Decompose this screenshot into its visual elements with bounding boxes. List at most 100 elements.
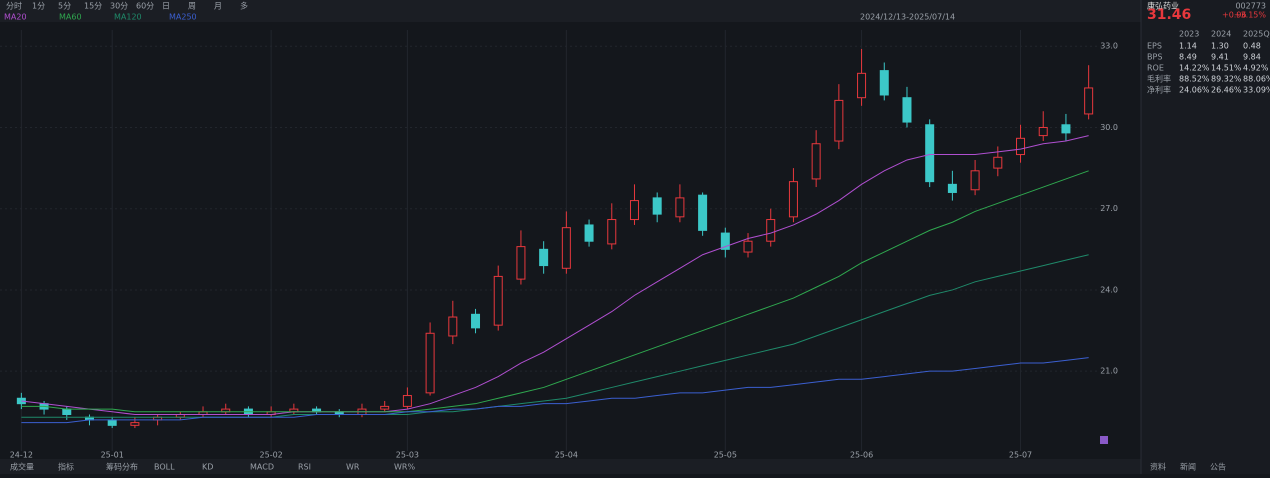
table-cell: 9.84 [1243,53,1261,62]
ma-line [21,135,1089,416]
candle-body [675,197,685,218]
table-cell: 毛利率 [1147,74,1171,84]
y-tick-label: 27.0 [1100,204,1118,213]
candle-body [425,332,435,394]
toolbar-button[interactable]: 60分 [136,2,154,11]
candle-body [766,219,776,242]
x-tick-label: 25-01 [101,451,124,460]
candle-body [584,224,594,242]
candle-body [1016,137,1026,156]
table-cell: 8.49 [1179,53,1197,62]
price: 31.46 [1147,7,1191,23]
ma-line [21,357,1089,424]
candle-body [811,143,821,180]
x-tick-label: 25-07 [1009,451,1032,460]
bottom-tab[interactable]: 指标 [58,462,74,472]
ma-line [21,170,1089,413]
table-cell: 1.30 [1211,42,1229,51]
candle-body [107,419,117,426]
table-cell: 26.46% [1211,86,1242,95]
legend-entry: MA20 [4,13,27,22]
candle-body [902,97,912,123]
candle-body [1061,124,1071,134]
candle-body [788,181,798,218]
table-cell: EPS [1147,42,1162,51]
toolbar-button[interactable]: 1分 [32,2,45,11]
x-tick-label: 25-04 [555,451,578,460]
bottom-tab[interactable]: KD [202,463,213,472]
candle-body [993,156,1003,169]
y-tick-label: 24.0 [1100,285,1118,294]
x-tick-label: 25-02 [260,451,283,460]
legend-entry: MA250 [169,13,197,22]
x-tick-label: 25-05 [714,451,737,460]
candle-body [970,170,980,191]
change: +0.96 [1222,11,1247,20]
candle-body [879,70,889,96]
table-cell: 33.09% [1243,86,1270,95]
candle-body [607,219,617,245]
pct: +3.15% [1234,11,1267,20]
candle-body [402,395,412,407]
table-cell: 88.06% [1243,75,1270,84]
table-header: 2025Q1 [1243,30,1270,39]
bottom-tab[interactable]: BOLL [154,463,175,472]
candle-body [1084,87,1094,115]
bottom-tab[interactable]: MACD [250,463,274,472]
candle-body [857,72,867,99]
candle-body [834,99,844,142]
toolbar-bg [0,0,1141,22]
bottom-tab[interactable]: 筹码分布 [106,462,138,472]
table-header: 2023 [1179,30,1199,39]
table-cell: 0.48 [1243,42,1261,51]
toolbar-button[interactable]: 分时 [6,1,22,11]
table-cell: 4.92% [1243,64,1269,73]
panel-tab[interactable]: 资料 [1150,462,1166,472]
toolbar-button[interactable]: 5分 [58,2,71,11]
y-tick-label: 21.0 [1100,367,1118,376]
table-cell: 1.14 [1179,42,1197,51]
candle-body [1038,126,1048,137]
x-tick-label: 25-03 [396,451,419,460]
bottom-tab[interactable]: RSI [298,463,311,472]
stock-name: 康弘药业 [1147,1,1179,11]
candle-body [516,246,526,280]
toolbar-button[interactable]: 15分 [84,2,102,11]
side-panel [1141,0,1270,474]
panel-tab[interactable]: 公告 [1210,462,1226,472]
bottom-tab[interactable]: 成交量 [10,462,34,472]
table-cell: 89.32% [1211,75,1242,84]
panel-tab[interactable]: 新闻 [1180,462,1196,472]
bottom-tab[interactable]: WR [346,463,360,472]
candle-body [698,194,708,231]
toolbar-button[interactable]: 日 [162,2,170,11]
bottom-tab[interactable]: WR% [394,463,415,472]
marker [1100,436,1108,444]
candle-body [380,405,390,410]
toolbar-button[interactable]: 月 [214,2,222,11]
tabs-bg [0,459,1141,474]
candle-body [539,248,549,267]
candle-body [561,227,571,269]
toolbar-button[interactable]: 周 [188,2,196,11]
y-tick-label: 33.0 [1100,42,1118,51]
table-cell: BPS [1147,53,1162,62]
candle-body [471,313,481,329]
table-cell: 14.22% [1179,64,1210,73]
candle-body [652,197,662,215]
candle-body [493,275,503,326]
legend-entry: MA120 [114,13,142,22]
candle-body [720,232,730,250]
table-cell: 14.51% [1211,64,1242,73]
table-cell: 88.52% [1179,75,1210,84]
legend-entry: MA60 [59,13,82,22]
range: 2024/12/13-2025/07/14 [860,13,955,22]
toolbar-button[interactable]: 30分 [110,2,128,11]
candle-body [743,240,753,253]
candle-body [925,124,935,183]
toolbar-button[interactable]: 多 [240,1,248,11]
candle-body [448,316,458,337]
